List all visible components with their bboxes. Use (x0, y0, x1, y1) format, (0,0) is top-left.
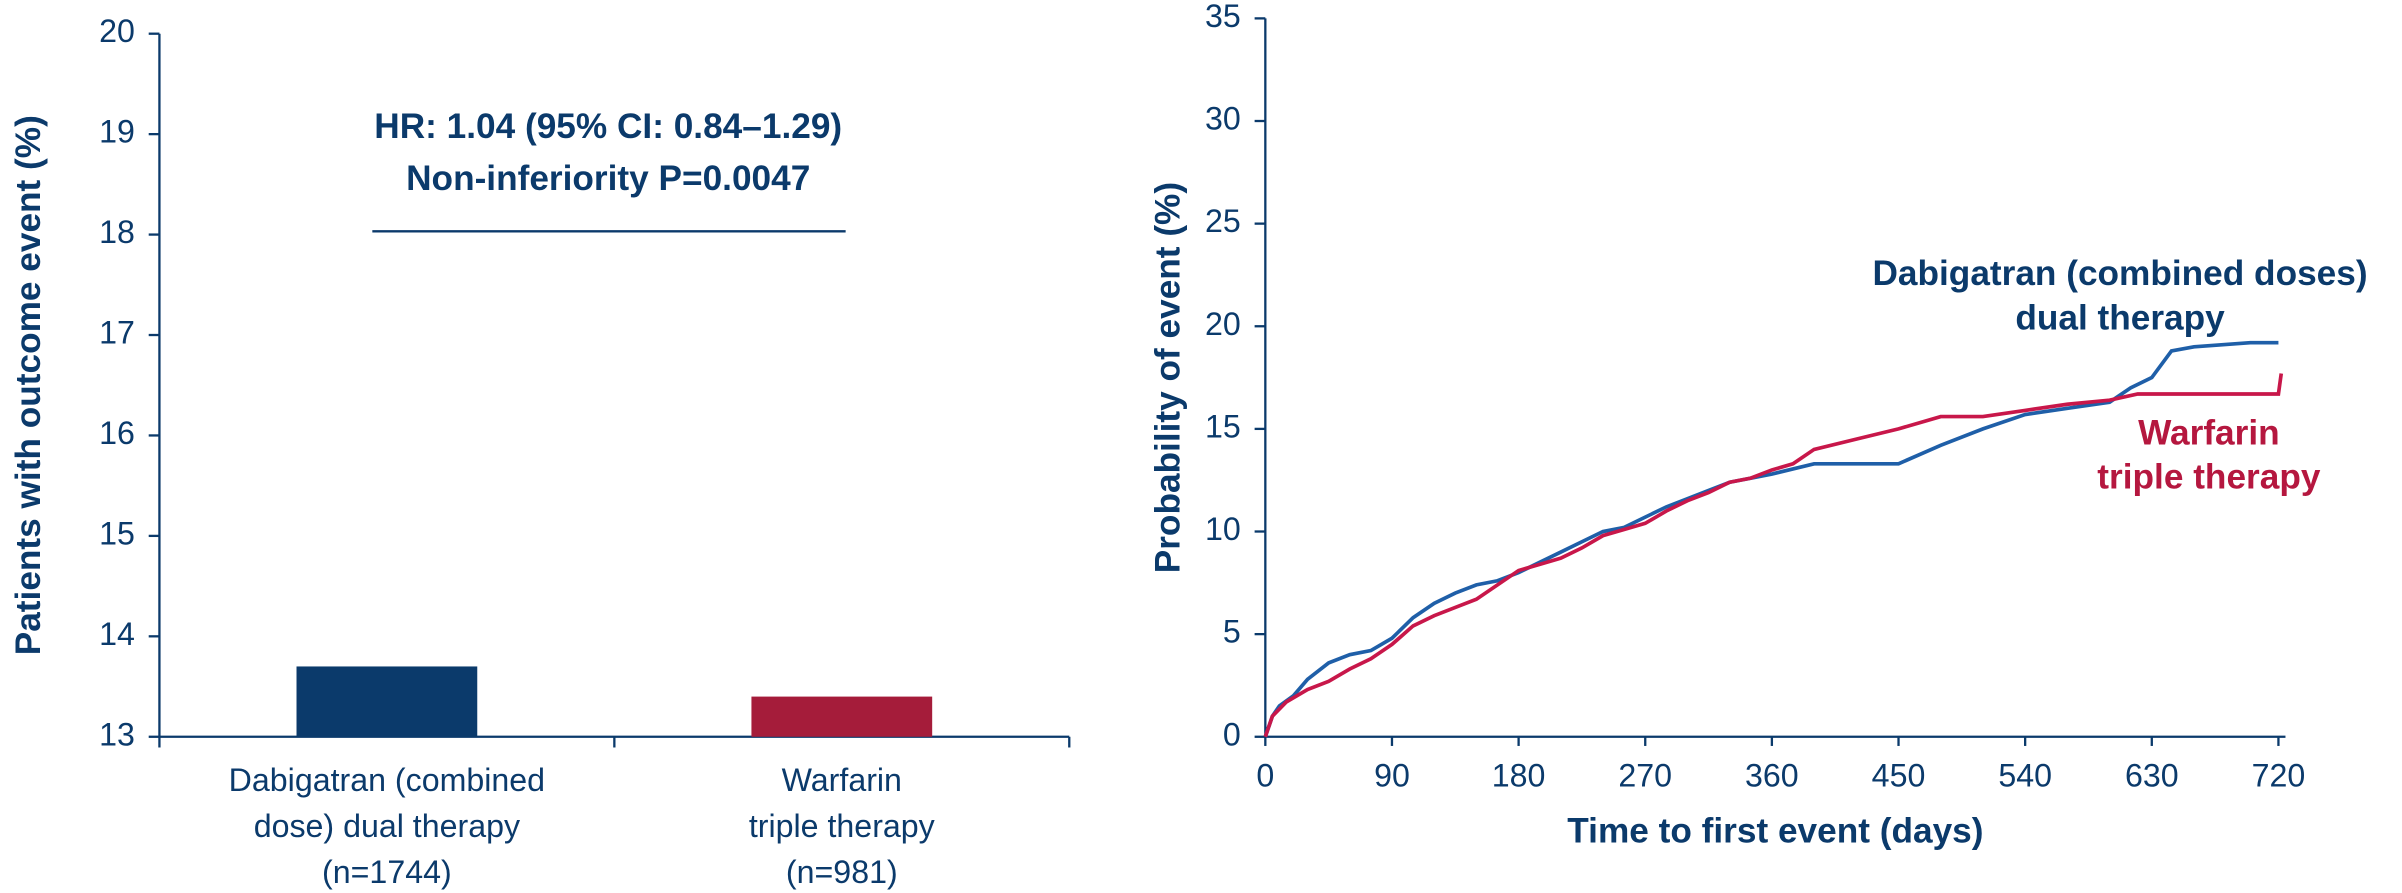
y-tick-label: 13 (99, 716, 135, 752)
bar (296, 666, 478, 737)
series-label: Warfarin (2138, 413, 2280, 452)
y-tick-label: 17 (99, 315, 135, 351)
x-tick-label: Warfarin (782, 762, 902, 798)
x-tick-label: 270 (1618, 758, 1672, 794)
y-axis-label: Probability of event (%) (1149, 182, 1188, 573)
x-tick-label: (n=981) (786, 854, 898, 890)
y-tick-label: 25 (1205, 203, 1241, 239)
series-label: triple therapy (2097, 458, 2321, 497)
y-tick-label: 5 (1223, 614, 1241, 650)
x-tick-label: 630 (2125, 758, 2179, 794)
x-tick-label: (n=1744) (322, 854, 452, 890)
bar (751, 696, 933, 737)
annotation: HR: 1.04 (95% CI: 0.84–1.29) (374, 107, 842, 146)
y-tick-label: 14 (99, 616, 135, 652)
y-tick-label: 16 (99, 415, 135, 451)
series-label: dual therapy (2015, 298, 2225, 337)
y-tick-label: 20 (99, 13, 135, 49)
y-tick-label: 35 (1205, 0, 1241, 34)
x-tick-label: 180 (1492, 758, 1546, 794)
x-axis-label: Time to first event (days) (1567, 812, 1983, 851)
x-tick-label: triple therapy (749, 808, 936, 844)
y-tick-label: 19 (99, 114, 135, 150)
y-tick-label: 15 (1205, 408, 1241, 444)
x-tick-label: 90 (1374, 758, 1410, 794)
y-tick-label: 18 (99, 214, 135, 250)
x-tick-label: 450 (1872, 758, 1926, 794)
x-tick-label: dose) dual therapy (254, 808, 521, 844)
y-tick-label: 0 (1223, 716, 1241, 752)
series-label: Dabigatran (combined doses) (1872, 254, 2367, 293)
y-axis-label: Patients with outcome event (%) (9, 115, 48, 655)
y-tick-label: 20 (1205, 306, 1241, 342)
y-tick-label: 10 (1205, 511, 1241, 547)
series-line (1263, 373, 2284, 738)
y-tick-label: 15 (99, 515, 135, 551)
series-line (1263, 340, 2279, 738)
x-tick-label: Dabigatran (combined (229, 762, 545, 798)
x-tick-label: 540 (1998, 758, 2052, 794)
x-tick-label: 0 (1256, 758, 1274, 794)
x-tick-label: 360 (1745, 758, 1799, 794)
annotation: Non-inferiority P=0.0047 (406, 159, 810, 198)
x-tick-label: 720 (2252, 758, 2306, 794)
y-tick-label: 30 (1205, 101, 1241, 137)
